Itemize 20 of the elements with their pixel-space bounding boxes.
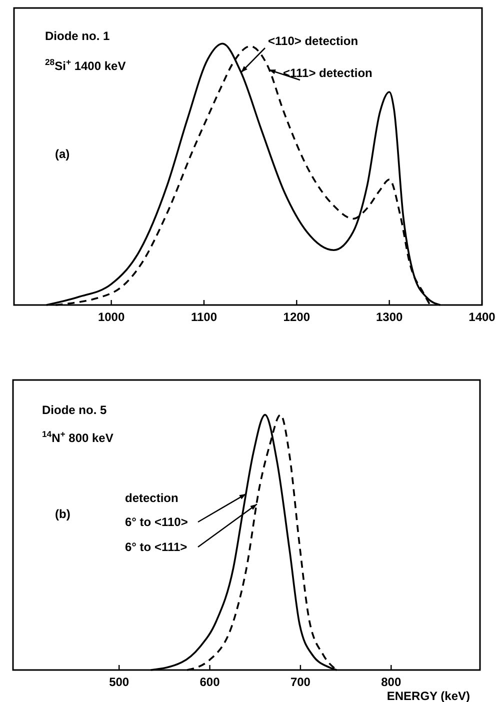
annotation: <111> detection xyxy=(283,66,372,80)
x-tick-label: 1100 xyxy=(190,310,218,324)
annotation: Diode no. 5 xyxy=(42,403,107,417)
annotation: (b) xyxy=(55,507,70,521)
x-tick-label: 1300 xyxy=(376,310,403,324)
x-tick-label: 1400 xyxy=(468,310,496,324)
x-tick-label: 700 xyxy=(290,675,311,689)
annotation: (a) xyxy=(55,147,70,161)
x-tick-label: 800 xyxy=(381,675,402,689)
annotation: 6° to <110> xyxy=(125,515,188,529)
x-tick-label: 1200 xyxy=(283,310,310,324)
annotation: 6° to <111> xyxy=(125,540,188,554)
text: Diode no. 1 xyxy=(45,29,110,43)
annotation: $^{28}$Si$^{+}$ 1400 keV xyxy=(45,57,126,73)
x-tick-label: 500 xyxy=(109,675,130,689)
x-tick-label: 1000 xyxy=(98,310,125,324)
x-tick-label: 600 xyxy=(200,675,220,689)
annotation: $^{14}$N$^{+}$ 800 keV xyxy=(42,429,114,445)
annotation: detection xyxy=(125,491,178,505)
annotation: <110> detection xyxy=(268,34,358,48)
